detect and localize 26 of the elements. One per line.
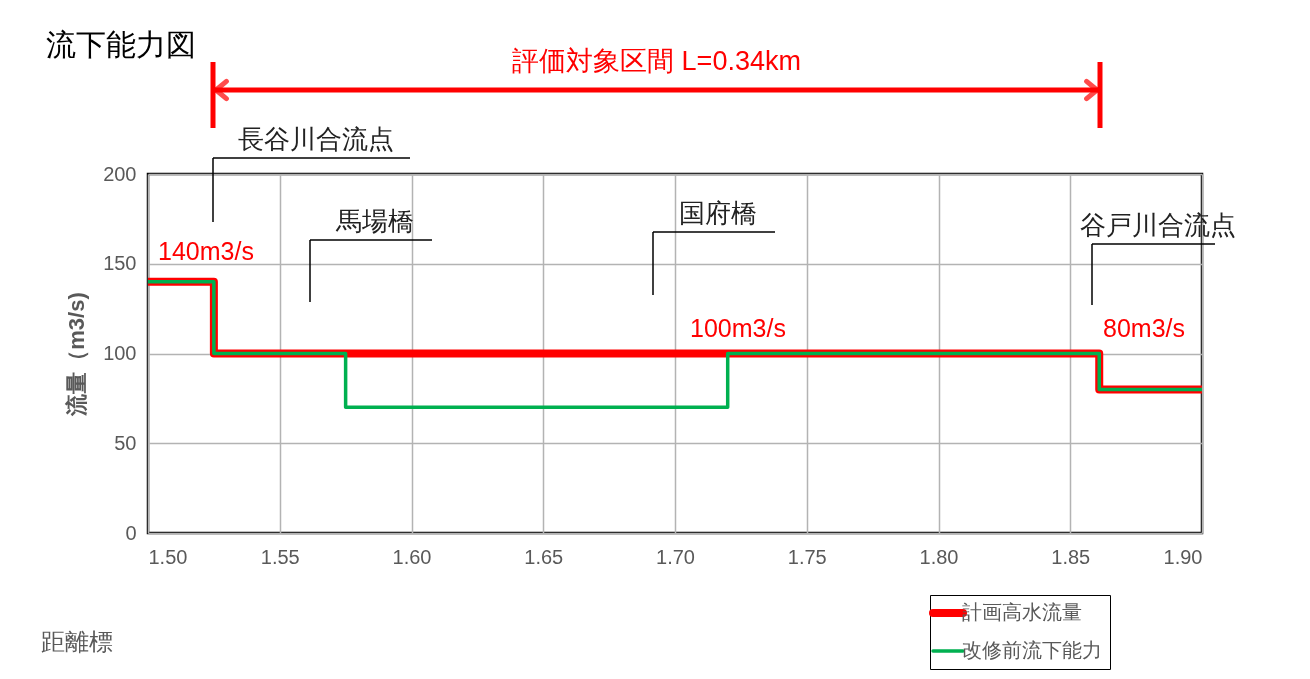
x-tick-label: 1.75: [787, 545, 827, 568]
x-tick-label: 1.85: [1051, 545, 1091, 568]
x-tick-label: 1.55: [260, 545, 300, 568]
annotation: 馬場橋: [335, 206, 414, 236]
text: 評価対象区間 L=0.34km: [512, 46, 801, 76]
annotation: 国府橋: [679, 198, 757, 228]
y-tick-label: 200: [103, 162, 137, 185]
y-tick-label: 100: [103, 342, 137, 364]
chart-title: 流下能力図: [46, 28, 196, 61]
x-tick-label: 1.70: [656, 545, 695, 568]
text: 長谷川合流点: [237, 124, 394, 154]
legend-label: 改修前流下能力: [962, 639, 1102, 661]
x-tick-label: 1.50: [148, 545, 188, 568]
x-tick-label: 1.90: [1163, 545, 1203, 568]
legend-label: 計画高水流量: [962, 601, 1082, 623]
annotation: 140m3/s: [158, 237, 254, 265]
y-axis-title: 流量（m3/s): [64, 292, 90, 417]
x-tick-label: 1.80: [919, 545, 959, 568]
y-tick-label: 0: [125, 521, 137, 544]
x-axis-title: 距離標: [40, 627, 113, 655]
y-tick-label: 50: [114, 431, 137, 454]
x-tick-label: 1.60: [392, 545, 432, 568]
annotation: 80m3/s: [1103, 314, 1185, 342]
x-tick-label: 1.65: [524, 545, 564, 568]
annotation: 100m3/s: [690, 314, 786, 342]
y-tick-label: 150: [103, 252, 137, 275]
